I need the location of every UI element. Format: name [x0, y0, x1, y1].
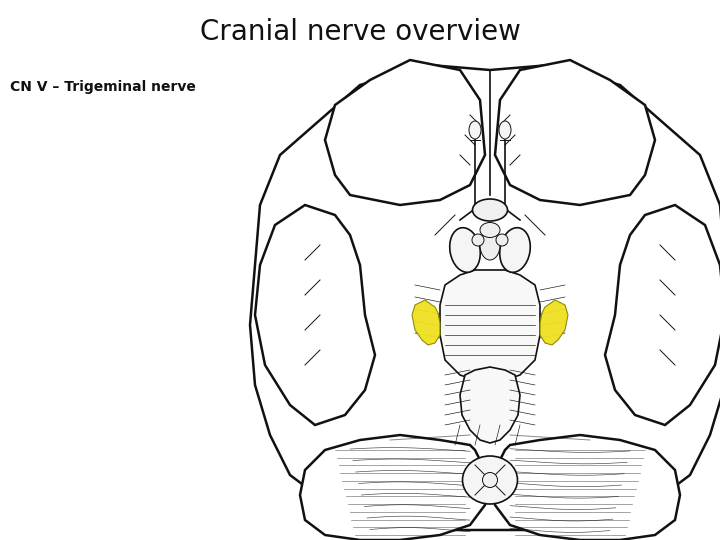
Polygon shape [325, 60, 485, 205]
Ellipse shape [482, 472, 498, 488]
Polygon shape [250, 65, 720, 530]
Ellipse shape [462, 456, 518, 504]
Ellipse shape [480, 222, 500, 238]
Ellipse shape [450, 228, 480, 272]
Polygon shape [412, 300, 440, 345]
Polygon shape [300, 435, 485, 540]
Polygon shape [605, 205, 720, 425]
Polygon shape [495, 435, 680, 540]
Ellipse shape [500, 228, 531, 272]
Text: CN V – Trigeminal nerve: CN V – Trigeminal nerve [10, 80, 196, 94]
Polygon shape [495, 60, 655, 205]
Ellipse shape [480, 230, 500, 260]
Ellipse shape [472, 199, 508, 221]
Ellipse shape [469, 121, 481, 139]
Ellipse shape [472, 234, 484, 246]
Polygon shape [460, 367, 520, 443]
Ellipse shape [496, 234, 508, 246]
Polygon shape [440, 270, 540, 380]
Text: Cranial nerve overview: Cranial nerve overview [199, 18, 521, 46]
Ellipse shape [499, 121, 511, 139]
Polygon shape [255, 205, 375, 425]
Polygon shape [540, 300, 568, 345]
